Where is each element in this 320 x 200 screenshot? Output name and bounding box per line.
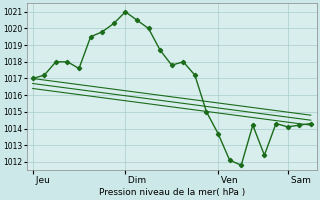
X-axis label: Pression niveau de la mer( hPa ): Pression niveau de la mer( hPa ) (99, 188, 245, 197)
